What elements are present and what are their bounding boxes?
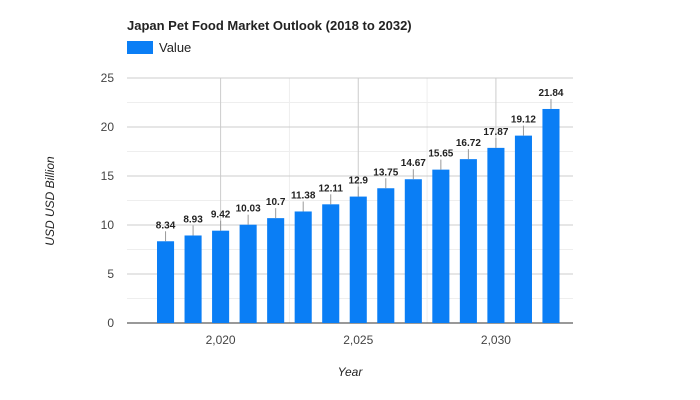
y-axis-ticks: 0 5 10 15 20 25 — [101, 71, 115, 330]
bar — [514, 135, 532, 323]
bar — [157, 241, 175, 323]
chart-title: Japan Pet Food Market Outlook (2018 to 2… — [127, 18, 412, 33]
data-label: 12.11 — [318, 183, 343, 194]
data-label: 8.93 — [183, 214, 203, 225]
data-label: 10.03 — [236, 204, 261, 215]
data-label: 8.34 — [156, 220, 176, 231]
bar — [322, 204, 340, 323]
bar — [542, 108, 560, 323]
bar — [184, 235, 202, 323]
bar — [294, 211, 312, 323]
legend-swatch-value — [127, 41, 153, 54]
bar — [212, 230, 230, 323]
y-tick-label: 10 — [101, 218, 115, 232]
x-axis-ticks: 2,020 2,025 2,030 — [206, 333, 512, 347]
x-tick-label: 2,030 — [481, 333, 511, 347]
data-label: 11.38 — [291, 190, 316, 201]
y-tick-label: 25 — [101, 71, 115, 85]
bar — [404, 179, 422, 323]
y-tick-label: 15 — [101, 169, 115, 183]
x-tick-label: 2,020 — [206, 333, 236, 347]
y-tick-label: 20 — [101, 120, 115, 134]
bar — [239, 224, 257, 323]
bar — [267, 218, 285, 323]
y-tick-label: 5 — [107, 267, 114, 281]
data-label: 10.7 — [266, 197, 286, 208]
data-label: 14.67 — [401, 158, 426, 169]
x-tick-label: 2,025 — [343, 333, 373, 347]
legend: Value — [127, 40, 191, 55]
data-label: 17.87 — [483, 127, 508, 138]
y-axis-title: USD USD Billion — [43, 156, 57, 246]
bar — [432, 169, 450, 323]
data-label: 9.42 — [211, 210, 231, 221]
y-tick-label: 0 — [107, 316, 114, 330]
data-label: 16.72 — [456, 138, 481, 149]
bar — [349, 196, 367, 323]
data-label: 19.12 — [511, 115, 536, 126]
x-axis-title: Year — [338, 365, 364, 379]
bar — [487, 147, 505, 323]
data-label: 13.75 — [373, 167, 398, 178]
data-label: 15.65 — [428, 149, 453, 160]
bar — [459, 159, 477, 323]
legend-label-value: Value — [159, 40, 191, 55]
data-label: 12.9 — [349, 176, 369, 187]
bars — [157, 108, 560, 323]
bar — [377, 188, 395, 323]
data-label: 21.84 — [538, 88, 563, 99]
